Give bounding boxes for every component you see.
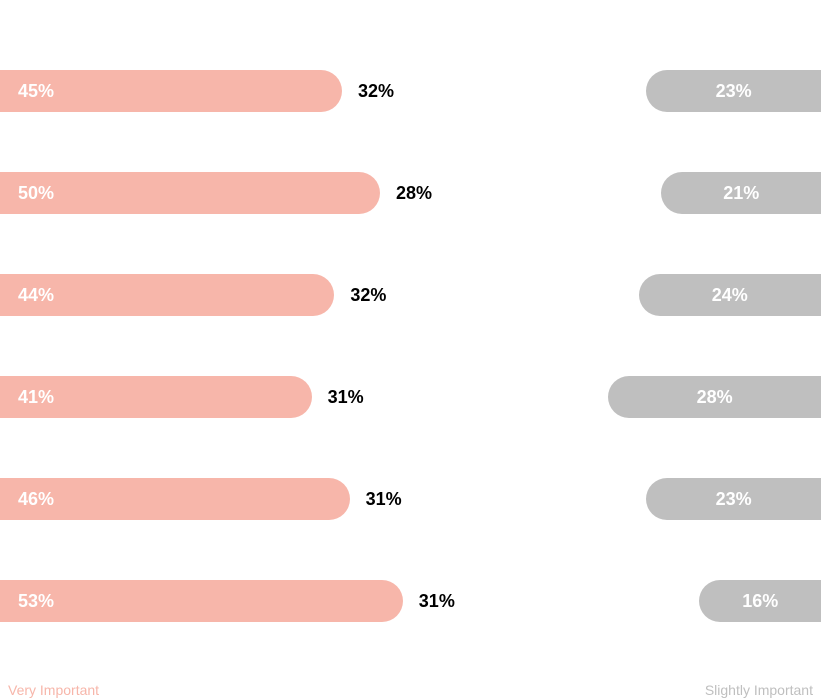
legend: Very Important Slightly Important bbox=[0, 682, 821, 698]
very-important-value: 46% bbox=[18, 489, 54, 510]
slightly-important-value: 28% bbox=[697, 387, 733, 408]
slightly-important-bar: 23% bbox=[646, 70, 821, 112]
slightly-important-bar: 23% bbox=[646, 478, 821, 520]
mid-value: 31% bbox=[328, 376, 364, 418]
very-important-bar: 44% bbox=[0, 274, 334, 316]
very-important-bar: 50% bbox=[0, 172, 380, 214]
very-important-value: 44% bbox=[18, 285, 54, 306]
mid-value: 32% bbox=[358, 70, 394, 112]
very-important-value: 41% bbox=[18, 387, 54, 408]
slightly-important-value: 23% bbox=[716, 81, 752, 102]
slightly-important-bar: 16% bbox=[699, 580, 821, 622]
chart-row: 44% 32% 24% bbox=[0, 274, 821, 316]
very-important-value: 50% bbox=[18, 183, 54, 204]
chart-row: 45% 32% 23% bbox=[0, 70, 821, 112]
very-important-bar: 41% bbox=[0, 376, 312, 418]
slightly-important-value: 21% bbox=[723, 183, 759, 204]
slightly-important-bar: 24% bbox=[639, 274, 821, 316]
importance-chart: 45% 32% 23% 50% 28% 21% 44% 32% 24% 41% 31% 28% 46% 3… bbox=[0, 70, 821, 698]
chart-row: 46% 31% 23% bbox=[0, 478, 821, 520]
mid-value: 32% bbox=[350, 274, 386, 316]
legend-right: Slightly Important bbox=[705, 682, 813, 698]
slightly-important-value: 23% bbox=[716, 489, 752, 510]
chart-row: 53% 31% 16% bbox=[0, 580, 821, 622]
very-important-bar: 53% bbox=[0, 580, 403, 622]
very-important-value: 45% bbox=[18, 81, 54, 102]
slightly-important-value: 16% bbox=[742, 591, 778, 612]
mid-value: 31% bbox=[419, 580, 455, 622]
legend-left: Very Important bbox=[8, 682, 99, 698]
slightly-important-bar: 28% bbox=[608, 376, 821, 418]
mid-value: 28% bbox=[396, 172, 432, 214]
slightly-important-bar: 21% bbox=[661, 172, 821, 214]
very-important-bar: 45% bbox=[0, 70, 342, 112]
very-important-value: 53% bbox=[18, 591, 54, 612]
very-important-bar: 46% bbox=[0, 478, 350, 520]
slightly-important-value: 24% bbox=[712, 285, 748, 306]
mid-value: 31% bbox=[366, 478, 402, 520]
chart-row: 50% 28% 21% bbox=[0, 172, 821, 214]
chart-row: 41% 31% 28% bbox=[0, 376, 821, 418]
